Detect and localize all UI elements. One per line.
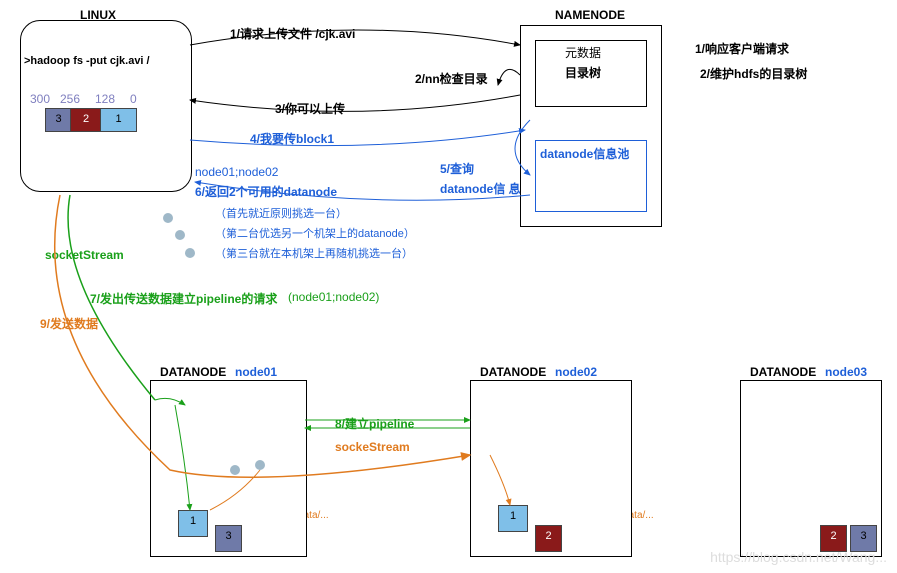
datanode-2-title: DATANODE <box>480 365 546 379</box>
dn3-block-3: 3 <box>850 525 877 552</box>
dn2-block-2: 2 <box>535 525 562 552</box>
datanode-2-id: node02 <box>555 365 597 379</box>
step-1: 1/请求上传文件 /cjk.avi <box>230 25 355 42</box>
linux-box <box>20 20 192 192</box>
dn2-block-1: 1 <box>498 505 528 532</box>
datanode-1-id: node01 <box>235 365 277 379</box>
socket-stream: socketStream <box>45 248 124 262</box>
dot-2 <box>175 230 185 240</box>
linux-block-3: 3 <box>45 108 72 132</box>
step-5b: datanode信 息 <box>440 180 521 197</box>
mark-256: 256 <box>60 92 80 106</box>
datanode-3-title: DATANODE <box>750 365 816 379</box>
step-6a: （首先就近原则挑选一台） <box>215 205 347 221</box>
step-5: 5/查询 <box>440 160 474 177</box>
linux-block-1: 1 <box>100 108 137 132</box>
linux-title: LINUX <box>80 8 116 22</box>
dn1-block-3: 3 <box>215 525 242 552</box>
namenode-title: NAMENODE <box>555 8 625 22</box>
step-7: 7/发出传送数据建立pipeline的请求 <box>90 290 277 307</box>
side-note-1: 1/响应客户端请求 <box>695 40 789 57</box>
mark-0: 0 <box>130 92 137 106</box>
mark-128: 128 <box>95 92 115 106</box>
linux-command: >hadoop fs -put cjk.avi / <box>24 55 150 67</box>
datanode-1-title: DATANODE <box>160 365 226 379</box>
step-6b: （第二台优选另一个机架上的datanode） <box>215 225 415 241</box>
datanode-3-id: node03 <box>825 365 867 379</box>
socke-stream: sockeStream <box>335 440 410 454</box>
step-6: 6/返回2个可用的datanode <box>195 183 337 200</box>
namenode-pool: datanode信息池 <box>540 145 629 162</box>
step-4: 4/我要传block1 <box>250 130 334 147</box>
dot-5 <box>255 460 265 470</box>
namenode-meta: 元数据 <box>565 44 601 61</box>
dn1-block-1: 1 <box>178 510 208 537</box>
dn3-block-2: 2 <box>820 525 847 552</box>
namenode-tree: 目录树 <box>565 64 601 81</box>
dot-1 <box>163 213 173 223</box>
dot-4 <box>230 465 240 475</box>
linux-block-2: 2 <box>70 108 102 132</box>
mark-300: 300 <box>30 92 50 106</box>
step-2: 2/nn检查目录 <box>415 70 488 87</box>
watermark: https://blog.csdn.net/Wang... <box>710 549 887 565</box>
step-8: 8/建立pipeline <box>335 415 414 432</box>
step-9: 9/发送数据 <box>40 315 98 332</box>
step-3: 3/你可以上传 <box>275 100 345 117</box>
step-6c: （第三台就在本机架上再随机挑选一台） <box>215 245 413 261</box>
step-7n: (node01;node02) <box>288 290 379 304</box>
nodes12: node01;node02 <box>195 165 278 179</box>
side-note-2: 2/维护hdfs的目录树 <box>700 65 807 82</box>
dot-3 <box>185 248 195 258</box>
